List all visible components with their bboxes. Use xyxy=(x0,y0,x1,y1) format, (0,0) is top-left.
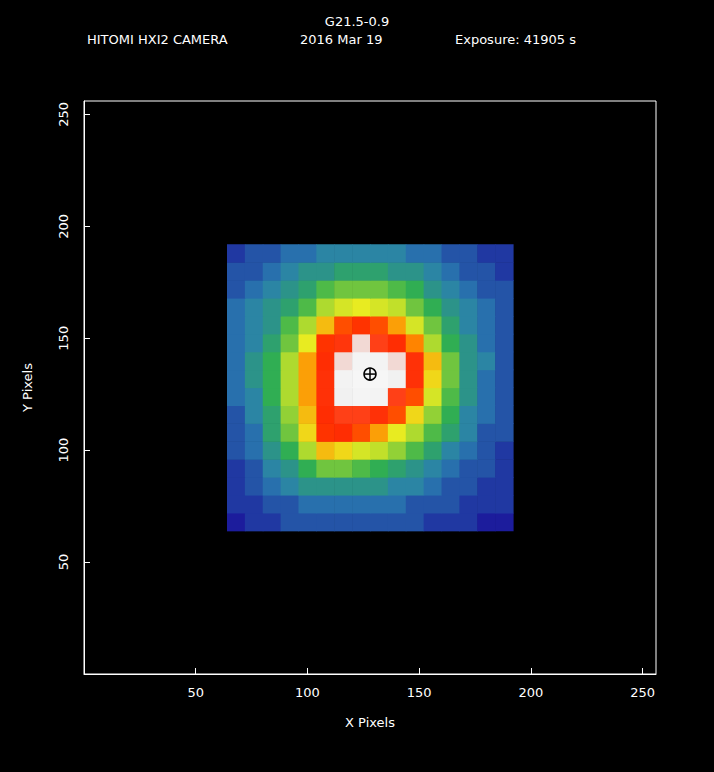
svg-text:250: 250 xyxy=(56,102,71,127)
svg-text:200: 200 xyxy=(518,685,543,700)
svg-text:2016 Mar 19: 2016 Mar 19 xyxy=(300,32,382,47)
svg-text:100: 100 xyxy=(56,438,71,463)
svg-text:Exposure: 41905 s: Exposure: 41905 s xyxy=(455,32,576,47)
svg-text:250: 250 xyxy=(630,685,655,700)
svg-text:X Pixels: X Pixels xyxy=(345,715,395,730)
svg-text:100: 100 xyxy=(295,685,320,700)
svg-text:50: 50 xyxy=(187,685,204,700)
svg-text:200: 200 xyxy=(56,214,71,239)
svg-text:HITOMI HXI2 CAMERA: HITOMI HXI2 CAMERA xyxy=(87,32,228,47)
svg-text:50: 50 xyxy=(56,554,71,571)
svg-text:G21.5-0.9: G21.5-0.9 xyxy=(325,14,389,29)
svg-text:Y Pixels: Y Pixels xyxy=(20,363,35,413)
svg-text:150: 150 xyxy=(407,685,432,700)
svg-text:150: 150 xyxy=(56,326,71,351)
